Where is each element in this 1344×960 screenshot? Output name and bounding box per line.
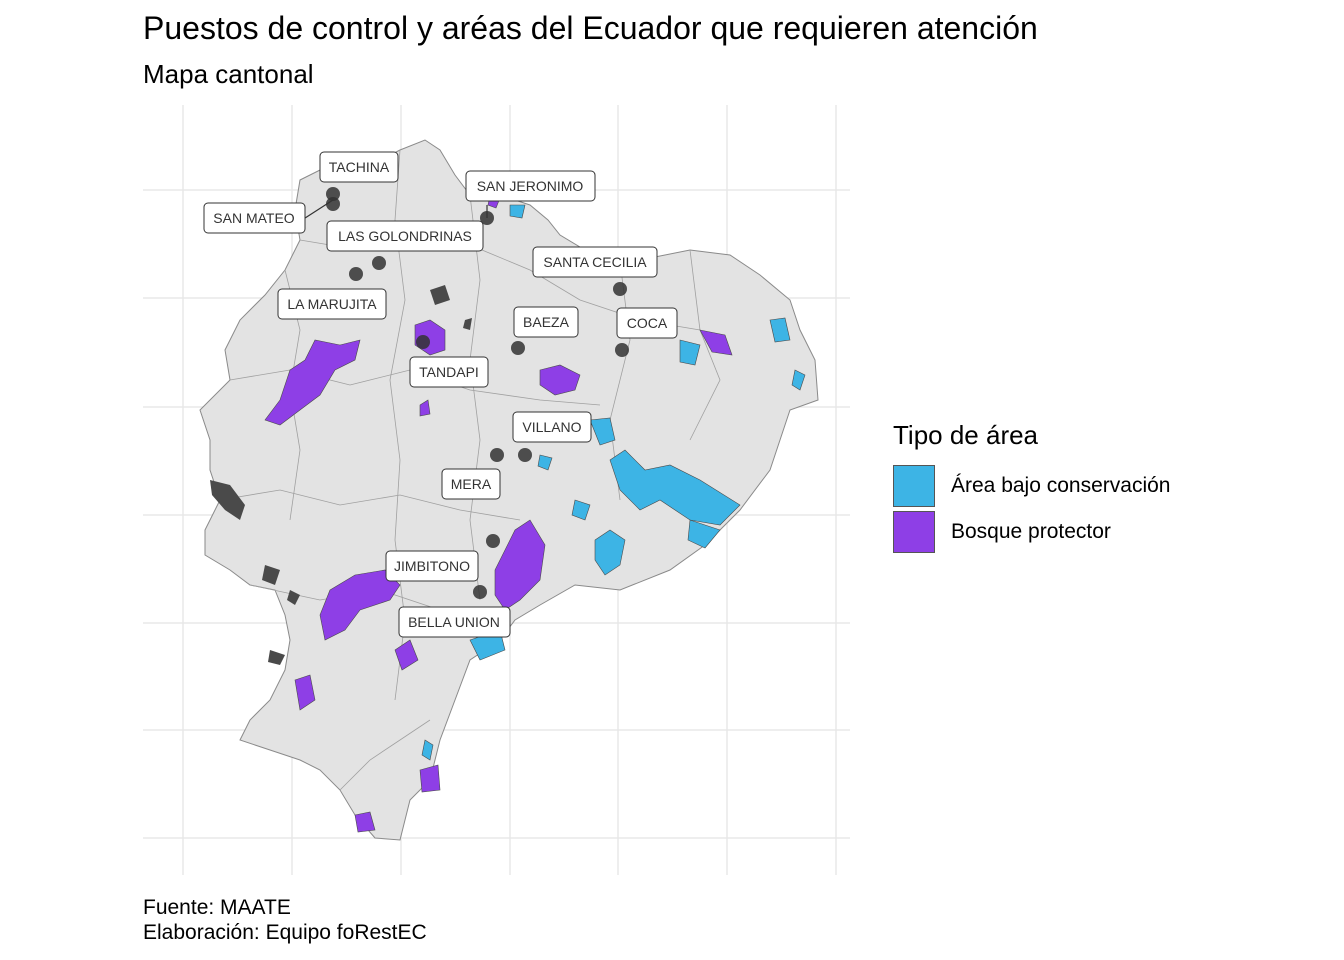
checkpoint-label: TACHINA — [319, 151, 399, 183]
checkpoint-las-golondrinas-point-2 — [372, 256, 386, 270]
checkpoint-santa-cecilia-point — [613, 282, 627, 296]
map-title: Puestos de control y aréas del Ecuador q… — [143, 10, 1038, 46]
legend-item-protective-forest: Bosque protector — [893, 509, 1170, 555]
caption-credits: Elaboración: Equipo foRestEC — [143, 921, 427, 944]
checkpoint-label-text: MERA — [451, 476, 492, 492]
map-caption: Fuente: MAATE Elaboración: Equipo foRest… — [143, 895, 427, 945]
legend-swatch-protective-forest — [893, 511, 935, 553]
checkpoint-label-text: VILLANO — [522, 419, 581, 435]
checkpoint-label: COCA — [616, 307, 678, 339]
checkpoint-san-mateo-point — [326, 197, 340, 211]
legend-label: Área bajo conservación — [951, 474, 1171, 497]
caption-source: Fuente: MAATE — [143, 896, 291, 919]
checkpoint-label-text: SAN MATEO — [213, 210, 295, 226]
checkpoint-label: BAEZA — [513, 306, 579, 338]
checkpoint-tachina-point — [326, 187, 340, 201]
checkpoint-las-golondrinas-point-1 — [349, 267, 363, 281]
checkpoint-labels: TACHINA SAN JERONIMO SAN MATEO LAS GOLON… — [203, 151, 678, 638]
checkpoint-label-text: TACHINA — [329, 159, 390, 175]
checkpoint-label-text: JIMBITONO — [394, 558, 470, 574]
checkpoint-label: JIMBITONO — [385, 550, 479, 582]
checkpoint-label-text: SAN JERONIMO — [477, 178, 584, 194]
checkpoint-label-text: LA MARUJITA — [287, 296, 377, 312]
checkpoint-label: MERA — [441, 468, 501, 500]
checkpoint-label-text: COCA — [627, 315, 668, 331]
protective-forest — [264, 194, 733, 833]
checkpoint-villano-point-1 — [490, 448, 504, 462]
checkpoint-label-text: LAS GOLONDRINAS — [338, 228, 472, 244]
checkpoint-label: VILLANO — [512, 411, 592, 443]
checkpoint-label: SAN JERONIMO — [465, 170, 596, 202]
label-leader-lines — [301, 199, 488, 221]
checkpoint-baeza-point — [511, 341, 525, 355]
dark-patches — [210, 285, 472, 665]
legend-title: Tipo de área — [893, 420, 1039, 450]
checkpoint-villano-point-2 — [518, 448, 532, 462]
checkpoint-label: TANDAPI — [409, 356, 489, 388]
checkpoint-label-text: BELLA UNION — [408, 614, 500, 630]
checkpoint-label: LAS GOLONDRINAS — [326, 220, 484, 252]
checkpoint-label-text: TANDAPI — [419, 364, 479, 380]
checkpoint-label: SAN MATEO — [203, 202, 306, 234]
checkpoint-mera-point — [486, 534, 500, 548]
checkpoint-coca-point — [615, 343, 629, 357]
conservation-areas — [421, 204, 806, 761]
checkpoint-jimbitono-point — [473, 585, 487, 599]
checkpoint-label-text: SANTA CECILIA — [543, 254, 647, 270]
checkpoint-label: LA MARUJITA — [277, 288, 387, 320]
legend-swatch-conservation — [893, 465, 935, 507]
checkpoint-label: BELLA UNION — [398, 606, 511, 638]
map-subtitle: Mapa cantonal — [143, 59, 314, 89]
map-legend: Tipo de área Área bajo conservación Bosq… — [893, 420, 1170, 555]
checkpoint-label: SANTA CECILIA — [532, 246, 658, 278]
checkpoint-la-marujita-point — [416, 335, 430, 349]
checkpoint-label-text: BAEZA — [523, 314, 570, 330]
legend-label: Bosque protector — [951, 520, 1111, 543]
legend-item-conservation: Área bajo conservación — [893, 463, 1170, 509]
